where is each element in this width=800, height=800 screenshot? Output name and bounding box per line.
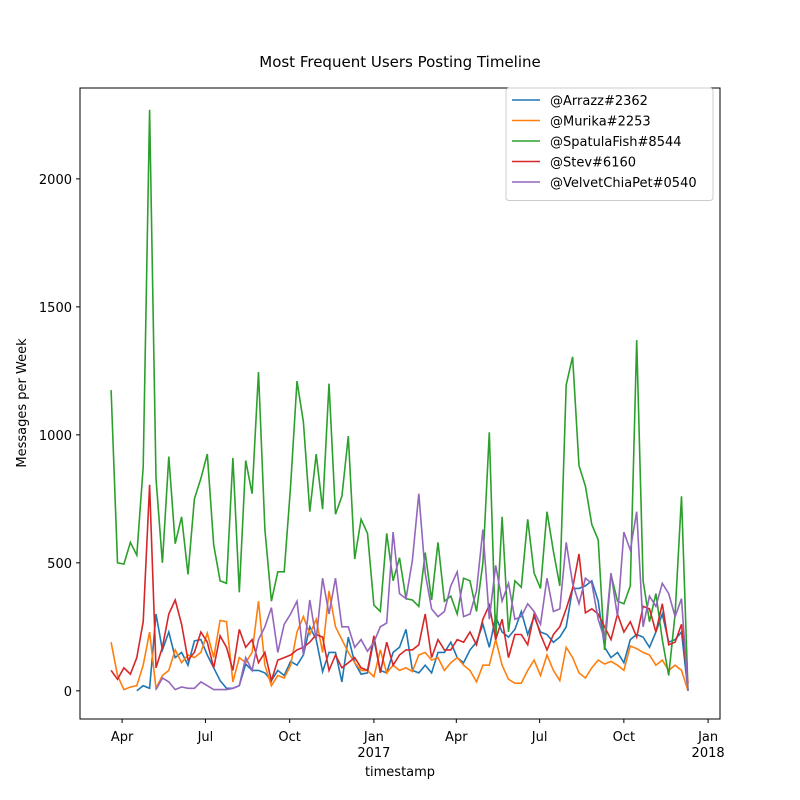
series-line [110, 109, 689, 691]
x-axis-label: timestamp [365, 765, 435, 780]
series-line [110, 590, 689, 692]
x-tick-label: Jul [531, 730, 548, 745]
series-line [155, 493, 689, 691]
legend-label: @SpatulaFish#8544 [550, 135, 682, 150]
y-axis-label: Messages per Week [15, 338, 30, 468]
series-line [110, 484, 689, 684]
x-tick-label: Oct [278, 730, 300, 745]
y-tick-label: 2000 [39, 173, 72, 188]
y-tick-label: 500 [47, 557, 72, 572]
x-tick-label: Jan 2017 [357, 730, 390, 761]
y-tick-label: 1500 [39, 301, 72, 316]
legend-label: @Stev#6160 [550, 156, 636, 171]
x-tick-label: Jul [197, 730, 214, 745]
y-tick-label: 1000 [39, 429, 72, 444]
plot-frame [79, 87, 721, 720]
x-tick-label: Apr [111, 730, 134, 745]
x-tick-label: Oct [613, 730, 635, 745]
legend-label: @Arrazz#2362 [550, 94, 648, 109]
legend-box [505, 87, 714, 201]
legend-label: @Murika#2253 [550, 115, 651, 130]
chart-title: Most Frequent Users Posting Timeline [259, 53, 541, 71]
legend-label: @VelvetChiaPet#0540 [550, 176, 697, 191]
x-tick-label: Jan 2018 [692, 730, 725, 761]
x-tick-label: Apr [445, 730, 468, 745]
y-tick-label: 0 [64, 685, 72, 700]
